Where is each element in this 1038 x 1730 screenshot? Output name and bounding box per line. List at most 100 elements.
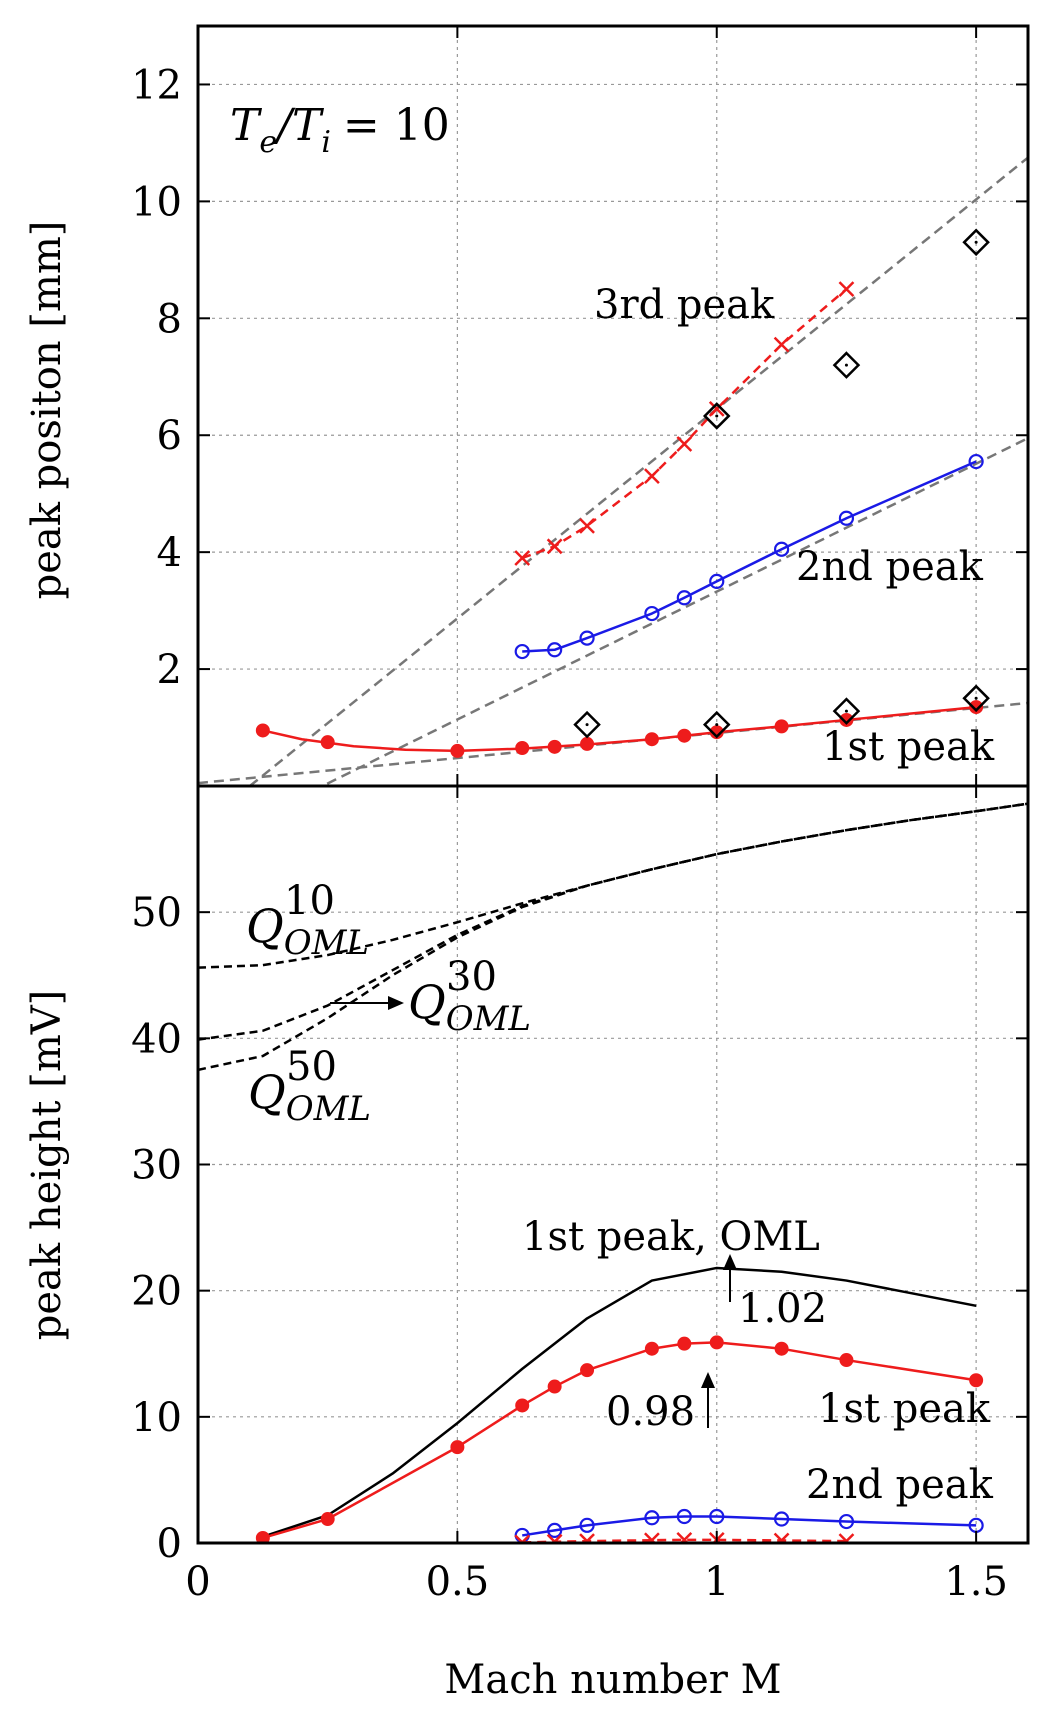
label-2nd-peak-bottom: 2nd peak bbox=[806, 1462, 994, 1508]
top-series-0-point bbox=[450, 743, 465, 758]
top-series-3-point bbox=[573, 710, 601, 739]
top-series-3-point bbox=[832, 697, 861, 725]
te-ti-annotation: Te/Ti = 10 bbox=[230, 100, 450, 160]
top-series-2-point bbox=[708, 401, 725, 417]
bottom-series-1-point bbox=[515, 1398, 530, 1413]
bottom-ylabel: peak height [mV] bbox=[24, 990, 70, 1341]
top-series-0-point bbox=[515, 741, 530, 755]
q30-q: Q bbox=[408, 975, 446, 1029]
te-ti-eq: = 10 bbox=[343, 100, 450, 151]
top-series bbox=[255, 228, 990, 758]
top-series-1-point bbox=[579, 630, 595, 646]
top-ticks: 2 4 6 8 10 12 bbox=[131, 26, 1028, 786]
fit-line-1 bbox=[319, 437, 1028, 786]
top-grid bbox=[198, 26, 1028, 786]
bottom-ytick-label: 30 bbox=[131, 1143, 182, 1189]
bottom-series-1-point bbox=[677, 1336, 692, 1351]
top-series-0-point bbox=[839, 712, 854, 727]
label-1st-peak-top: 1st peak bbox=[822, 724, 995, 770]
top-series-0-point bbox=[969, 700, 984, 715]
arrow-102-head bbox=[723, 1254, 737, 1270]
bottom-ticks: 0 0.5 1 1.5 0 10 20 30 40 50 bbox=[131, 786, 1028, 1605]
bottom-series-1-point bbox=[969, 1373, 984, 1388]
bottom-xtick-label: 1.5 bbox=[944, 1559, 1008, 1605]
bottom-series-1-point bbox=[320, 1512, 335, 1527]
q30-sup: 30 bbox=[446, 954, 497, 1000]
top-ytick-label: 12 bbox=[131, 62, 182, 108]
top-series-0-point bbox=[580, 736, 595, 751]
bottom-series-2-point bbox=[709, 1508, 725, 1525]
bottom-grid bbox=[198, 786, 1028, 1543]
label-1st-peak-bottom: 1st peak bbox=[818, 1386, 991, 1432]
top-series-3-point bbox=[702, 402, 731, 430]
top-series-0-point bbox=[547, 739, 562, 754]
arrow-098-head bbox=[701, 1372, 715, 1388]
top-series-1-point bbox=[514, 643, 530, 660]
bottom-oml-curves bbox=[198, 802, 1028, 1072]
label-oml-bottom: 1st peak, OML bbox=[522, 1214, 820, 1260]
top-series-2-point bbox=[644, 468, 660, 485]
bottom-series-1-line bbox=[262, 1341, 977, 1540]
bottom-series-3-point bbox=[579, 1533, 595, 1543]
label-3rd-peak-top: 3rd peak bbox=[594, 282, 775, 328]
top-series-3-point-dot bbox=[974, 240, 978, 244]
xlabel: Mach number M bbox=[444, 1657, 781, 1703]
top-series-2-point bbox=[546, 538, 563, 555]
top-series-3-point-dot bbox=[585, 723, 589, 727]
bottom-ytick-label: 50 bbox=[131, 890, 182, 936]
top-series-0-point bbox=[320, 735, 335, 750]
top-series-1-point bbox=[676, 590, 692, 606]
bottom-series-2-point bbox=[579, 1517, 595, 1533]
top-series-2-point bbox=[579, 517, 595, 534]
top-series-3-point-dot bbox=[844, 363, 848, 367]
bottom-xtick-label: 0 bbox=[185, 1559, 210, 1605]
top-series-1-point bbox=[644, 605, 660, 622]
label-2nd-peak-top: 2nd peak bbox=[796, 544, 984, 590]
q50-sub: OML bbox=[286, 1089, 371, 1129]
bottom-series-1-point bbox=[709, 1335, 724, 1350]
bottom-series-3-point bbox=[838, 1533, 855, 1543]
q50-q: Q bbox=[248, 1065, 286, 1119]
te-ti-e: e bbox=[259, 125, 277, 160]
top-series-1-point bbox=[547, 642, 563, 658]
bottom-series-1-point bbox=[774, 1341, 789, 1356]
top-ytick-label: 6 bbox=[157, 413, 182, 459]
bottom-series-1-point bbox=[580, 1363, 595, 1378]
top-series-3-point bbox=[962, 684, 990, 713]
te-ti-i: i bbox=[321, 125, 331, 160]
top-series-1-point bbox=[773, 541, 790, 557]
te-ti-T2: T bbox=[292, 100, 325, 151]
top-series-3-point bbox=[702, 710, 731, 739]
bottom-ytick-label: 20 bbox=[131, 1269, 182, 1315]
bottom-series-2-point bbox=[644, 1510, 660, 1526]
bottom-series-1-point bbox=[450, 1440, 465, 1455]
bottom-plot-frame bbox=[196, 784, 1030, 1545]
bottom-series-1-point bbox=[839, 1353, 854, 1368]
top-series-0-point bbox=[677, 728, 692, 743]
bottom-ytick-label: 10 bbox=[131, 1395, 182, 1441]
top-series-2-point bbox=[773, 336, 790, 353]
top-ytick-label: 10 bbox=[131, 179, 182, 225]
bottom-series-3-point bbox=[644, 1532, 660, 1543]
oml-curve-2 bbox=[198, 802, 1028, 1072]
top-series-3-point bbox=[962, 228, 990, 257]
bottom-xtick-label: 1 bbox=[704, 1559, 729, 1605]
bottom-series-2-point bbox=[676, 1508, 692, 1525]
top-ylabel: peak positon [mm] bbox=[24, 221, 70, 600]
bottom-series-3-point bbox=[773, 1532, 790, 1543]
top-series-2-point bbox=[514, 550, 531, 566]
top-series-3-point-dot bbox=[974, 696, 978, 700]
top-panel: 2 4 6 8 10 12 peak positon [mm] Te/Ti = 10 3rd… bbox=[24, 24, 1030, 788]
top-ytick-label: 2 bbox=[157, 647, 182, 693]
q10-q: Q bbox=[246, 899, 284, 953]
bottom-series-2-point bbox=[547, 1522, 563, 1538]
label-102: 1.02 bbox=[738, 1286, 827, 1332]
bottom-series bbox=[255, 1266, 984, 1543]
bottom-series-1-point bbox=[547, 1379, 562, 1394]
top-series-3-point-dot bbox=[715, 723, 719, 727]
q30-arrow-head bbox=[388, 996, 404, 1010]
q30-sub: OML bbox=[446, 999, 531, 1039]
top-series-1-point bbox=[838, 510, 855, 526]
top-series-1-point bbox=[709, 573, 725, 589]
label-098: 0.98 bbox=[606, 1389, 695, 1435]
